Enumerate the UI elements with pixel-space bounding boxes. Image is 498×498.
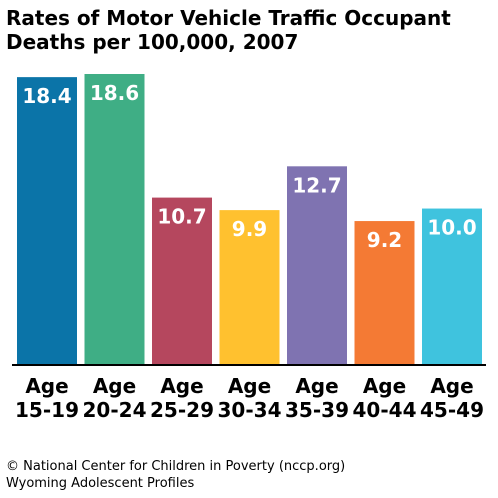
footer-copyright: © National Center for Children in Povert… [6, 459, 346, 474]
bar-15-19 [17, 77, 77, 366]
category-label-prefix: Age [228, 374, 271, 398]
bar-value-label: 18.4 [22, 84, 71, 108]
category-label-range: 15-19 [15, 398, 79, 422]
bars-layer [17, 74, 482, 366]
chart-title-line-2: Deaths per 100,000, 2007 [6, 30, 299, 54]
chart-title-line-1: Rates of Motor Vehicle Traffic Occupant [6, 6, 451, 30]
bar-45-49 [422, 208, 482, 365]
category-label-prefix: Age [160, 374, 203, 398]
bar-35-39 [287, 166, 347, 365]
bar-value-label: 18.6 [90, 81, 139, 105]
category-label-range: 30-34 [218, 398, 282, 422]
category-label-range: 20-24 [83, 398, 147, 422]
bar-value-label: 9.9 [232, 217, 267, 241]
bar-30-34 [219, 210, 280, 365]
category-label-prefix: Age [25, 374, 68, 398]
labels-layer: 18.4Age15-1918.6Age20-2410.7Age25-299.9A… [15, 81, 484, 422]
category-label-range: 45-49 [420, 398, 484, 422]
chart-title: Rates of Motor Vehicle Traffic Occupant … [6, 6, 492, 54]
footer-credits: © National Center for Children in Povert… [6, 458, 345, 492]
bar-value-label: 10.0 [427, 216, 476, 240]
bar-value-label: 12.7 [292, 173, 341, 197]
bar-value-label: 10.7 [157, 205, 206, 229]
category-label-range: 40-44 [353, 398, 417, 422]
category-label-range: 35-39 [285, 398, 349, 422]
category-label-range: 25-29 [150, 398, 214, 422]
bar-40-44 [354, 221, 415, 365]
bar-25-29 [152, 197, 212, 365]
category-label-prefix: Age [363, 374, 406, 398]
bar-20-24 [84, 74, 145, 365]
category-label-prefix: Age [295, 374, 338, 398]
footer-source: Wyoming Adolescent Profiles [6, 476, 195, 491]
category-label-prefix: Age [93, 374, 136, 398]
bar-value-label: 9.2 [367, 228, 402, 252]
category-label-prefix: Age [430, 374, 473, 398]
